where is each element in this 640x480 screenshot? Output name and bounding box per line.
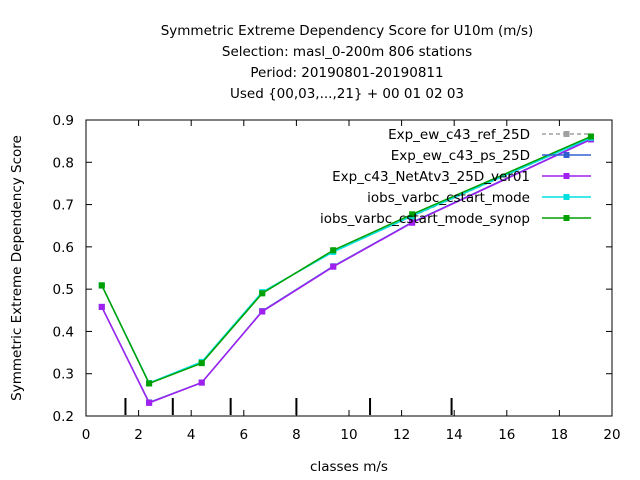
y-tick-label: 0.7 bbox=[53, 198, 74, 214]
legend-label: Exp_c43_NetAtv3_25D_ver01 bbox=[332, 169, 530, 185]
y-tick-label: 0.6 bbox=[53, 240, 74, 256]
series-point bbox=[146, 399, 153, 406]
x-axis-label: classes m/s bbox=[310, 459, 388, 475]
series-point bbox=[409, 219, 416, 226]
title-line: Period: 20190801-20190811 bbox=[250, 65, 443, 81]
legend-marker bbox=[563, 173, 570, 179]
legend-marker bbox=[563, 194, 570, 200]
series-point bbox=[409, 211, 416, 218]
y-axis-label: Symmetric Extreme Dependency Score bbox=[9, 135, 25, 401]
legend-label: Exp_ew_c43_ps_25D bbox=[391, 148, 530, 164]
series-point bbox=[330, 263, 337, 270]
series-point bbox=[259, 308, 266, 315]
y-tick-label: 0.2 bbox=[53, 409, 74, 425]
y-tick-label: 0.8 bbox=[53, 155, 74, 171]
series-point bbox=[198, 360, 205, 367]
chart-title: Symmetric Extreme Dependency Score for U… bbox=[161, 23, 534, 102]
series-point bbox=[259, 290, 266, 297]
legend-label: iobs_varbc_cstart_mode_synop bbox=[320, 211, 530, 227]
legend-marker bbox=[563, 152, 570, 158]
x-tick-label: 4 bbox=[187, 427, 196, 443]
x-tick-label: 16 bbox=[498, 427, 515, 443]
x-tick-label: 2 bbox=[134, 427, 143, 443]
series-point bbox=[330, 247, 337, 254]
legend-label: Exp_ew_c43_ref_25D bbox=[388, 127, 530, 143]
x-tick-label: 10 bbox=[340, 427, 357, 443]
x-tick-label: 20 bbox=[603, 427, 620, 443]
y-tick-label: 0.9 bbox=[53, 113, 74, 129]
plot-frame bbox=[85, 119, 613, 417]
x-tick-label: 18 bbox=[551, 427, 568, 443]
series-point bbox=[587, 133, 594, 140]
y-tick-label: 0.5 bbox=[53, 282, 74, 298]
legend-marker bbox=[563, 215, 570, 221]
series-layer bbox=[98, 133, 594, 406]
y-tick-label: 0.4 bbox=[53, 324, 74, 340]
legend: Exp_ew_c43_ref_25D Exp_ew_c43_ps_25D Exp_c… bbox=[320, 127, 591, 227]
series-point bbox=[98, 282, 105, 289]
x-tick-label: 14 bbox=[446, 427, 463, 443]
y-tick-label: 0.3 bbox=[53, 367, 74, 383]
legend-marker bbox=[563, 131, 570, 137]
y-axis: 0.2 0.3 0.4 0.5 0.6 0.7 0.8 0.9 bbox=[53, 113, 612, 425]
class-boundary-markers bbox=[124, 398, 453, 415]
x-tick-label: 0 bbox=[82, 427, 91, 443]
x-tick-label: 8 bbox=[292, 427, 301, 443]
title-line: Symmetric Extreme Dependency Score for U… bbox=[161, 23, 534, 39]
legend-label: iobs_varbc_cstart_mode bbox=[367, 190, 530, 206]
series-point bbox=[98, 303, 105, 310]
x-tick-label: 6 bbox=[240, 427, 249, 443]
x-tick-label: 12 bbox=[393, 427, 410, 443]
title-line: Selection: masl_0-200m 806 stations bbox=[222, 44, 472, 60]
series-point bbox=[198, 379, 205, 386]
title-line: Used {00,03,...,21} + 00 01 02 03 bbox=[230, 86, 464, 102]
series-point bbox=[146, 380, 153, 387]
